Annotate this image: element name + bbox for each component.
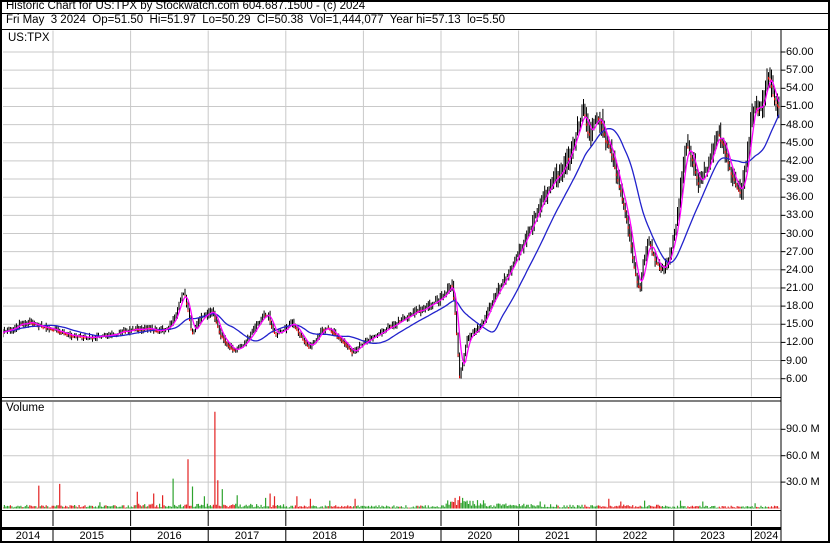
price-axis-label: 57.00	[786, 64, 814, 77]
price-axis-label: 27.00	[786, 245, 814, 258]
year-axis-label: 2019	[389, 529, 415, 542]
price-axis-label: 48.00	[786, 118, 814, 131]
quote-status-line: Fri May 3 2024 Op=51.50 Hi=51.97 Lo=50.2…	[6, 14, 506, 26]
price-axis-label: 33.00	[786, 209, 814, 222]
price-axis-label: 21.00	[786, 281, 814, 294]
year-axis-label: 2018	[312, 529, 337, 542]
price-axis-label: 30.00	[786, 227, 814, 240]
year-axis-label: 2016	[157, 529, 182, 542]
price-axis-label: 18.00	[786, 300, 814, 313]
year-axis-label: 2024	[753, 529, 779, 542]
year-axis-label: 2022	[622, 529, 648, 542]
price-axis-label: 42.00	[786, 154, 814, 167]
price-axis-label: 24.00	[786, 263, 814, 276]
grid-lines	[3, 30, 781, 510]
volume-bars-up	[3, 478, 768, 509]
price-axis-label: 39.00	[786, 173, 814, 186]
price-axis-label: 6.00	[786, 372, 808, 385]
volume-axis-label: 30.0 M	[786, 476, 820, 489]
fast-moving-average-line	[3, 79, 780, 365]
year-axis-label: 2014	[15, 529, 41, 542]
chart-title-line: Historic Chart for US:TPX by Stockwatch.…	[6, 0, 366, 12]
year-axis-label: 2021	[545, 529, 570, 542]
year-axis-label: 2015	[79, 529, 105, 542]
price-pane-symbol-label: US:TPX	[8, 32, 50, 44]
price-axis-label: 60.00	[786, 46, 814, 58]
volume-bars-down	[3, 411, 780, 509]
price-axis-label: 54.00	[786, 82, 814, 95]
price-axis-label: 12.00	[786, 336, 814, 349]
price-axis-label: 51.00	[786, 100, 814, 113]
year-axis-label: 2023	[700, 529, 725, 542]
volume-axis-label: 90.0 M	[786, 423, 820, 436]
year-axis-label: 2017	[234, 529, 260, 542]
slow-moving-average-line	[3, 114, 780, 344]
volume-pane-label: Volume	[6, 402, 45, 414]
price-axis-label: 36.00	[786, 191, 814, 204]
price-axis-label: 45.00	[786, 136, 814, 149]
price-axis-label: 15.00	[786, 318, 814, 331]
pane-borders	[2, 13, 828, 541]
volume-axis-label: 60.0 M	[786, 449, 820, 462]
price-axis-label: 9.00	[786, 354, 808, 367]
year-axis-label: 2020	[467, 529, 493, 542]
